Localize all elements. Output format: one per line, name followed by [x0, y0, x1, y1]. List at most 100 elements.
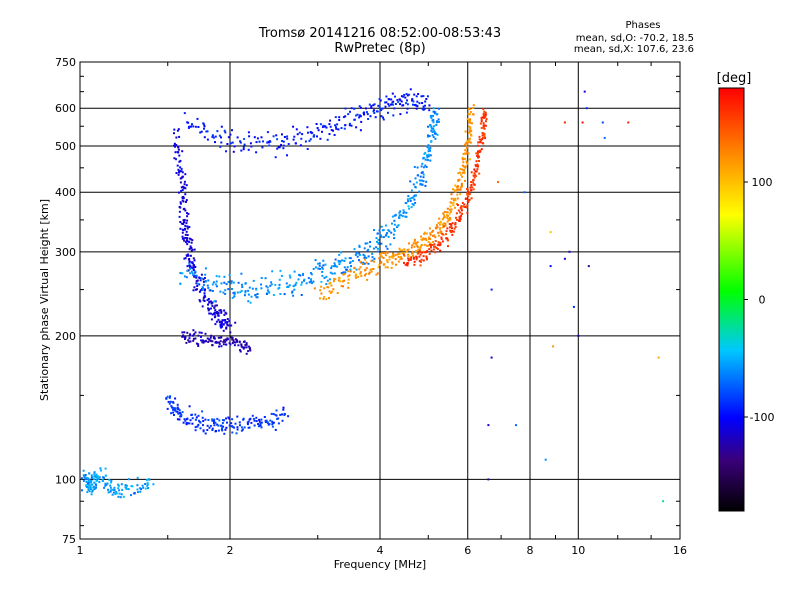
data-point — [188, 125, 190, 128]
data-point — [279, 413, 282, 416]
data-point — [282, 140, 285, 143]
y-tick-label: 100 — [55, 473, 76, 486]
data-point — [404, 263, 407, 266]
data-point — [202, 430, 205, 433]
data-point — [462, 205, 465, 208]
data-point — [186, 219, 189, 222]
data-point — [482, 113, 485, 116]
data-point — [464, 142, 467, 145]
data-point — [410, 256, 413, 259]
data-point — [217, 314, 220, 317]
data-point — [274, 156, 277, 159]
data-point — [195, 416, 198, 419]
data-point — [334, 264, 337, 267]
data-point — [196, 425, 199, 428]
data-point — [413, 245, 416, 248]
data-point — [247, 426, 250, 429]
data-point — [384, 254, 387, 257]
data-point — [406, 198, 409, 201]
data-point — [184, 233, 187, 236]
data-point — [439, 241, 442, 244]
data-point — [179, 166, 182, 169]
data-point — [85, 476, 88, 479]
data-point — [464, 149, 467, 152]
data-point — [406, 107, 409, 110]
data-point — [183, 180, 186, 183]
data-point — [581, 121, 584, 124]
data-point — [187, 126, 190, 129]
data-point — [369, 241, 372, 243]
data-point — [455, 185, 458, 188]
data-point — [435, 224, 438, 227]
data-point — [177, 168, 180, 171]
data-point — [340, 127, 343, 129]
data-point — [456, 197, 459, 200]
data-point — [407, 200, 410, 203]
data-point — [200, 331, 203, 334]
data-point — [203, 294, 206, 297]
data-point — [384, 105, 387, 108]
data-point — [311, 282, 313, 285]
data-point — [119, 496, 122, 499]
data-point — [328, 133, 331, 135]
data-point — [436, 120, 439, 123]
data-point — [268, 423, 271, 426]
data-point — [428, 104, 431, 107]
data-point — [214, 300, 217, 303]
data-point — [190, 249, 193, 252]
data-point — [228, 342, 231, 345]
data-point — [378, 107, 381, 109]
data-point — [94, 483, 97, 485]
data-point — [319, 123, 322, 126]
data-point — [458, 217, 461, 220]
data-point — [405, 111, 408, 114]
data-point — [416, 100, 419, 103]
data-point — [225, 426, 228, 429]
data-point — [423, 153, 426, 155]
y-tick-label: 750 — [55, 56, 76, 69]
data-point — [399, 103, 401, 106]
data-point — [181, 411, 184, 414]
data-point — [175, 144, 178, 146]
data-point — [319, 137, 322, 140]
data-point — [380, 109, 383, 112]
data-point — [216, 423, 219, 426]
data-point — [487, 478, 490, 481]
data-point — [424, 100, 427, 103]
data-point — [415, 242, 418, 244]
data-point — [484, 113, 487, 116]
data-point — [435, 123, 438, 126]
data-point — [343, 272, 346, 275]
data-point — [356, 255, 359, 258]
data-point — [473, 172, 476, 175]
data-point — [437, 107, 440, 110]
data-point — [405, 215, 408, 218]
data-point — [400, 95, 403, 98]
data-point — [216, 417, 219, 420]
data-point — [443, 225, 445, 228]
data-point — [662, 500, 665, 503]
data-point — [182, 237, 185, 240]
data-point — [477, 144, 480, 147]
data-point — [469, 130, 471, 133]
data-point — [275, 134, 278, 137]
data-point — [176, 129, 179, 132]
data-point — [201, 288, 204, 291]
data-point — [226, 323, 229, 326]
data-point — [184, 257, 187, 260]
data-point — [186, 265, 189, 268]
data-point — [460, 214, 463, 217]
data-point — [206, 299, 209, 302]
data-point — [415, 243, 418, 246]
data-point — [186, 225, 189, 228]
data-point — [417, 248, 420, 251]
data-point — [226, 143, 229, 145]
data-point — [259, 422, 262, 425]
data-point — [191, 261, 194, 264]
data-point — [447, 218, 450, 221]
data-point — [364, 268, 367, 271]
data-point — [191, 262, 194, 265]
data-point — [450, 193, 453, 196]
data-point — [466, 193, 469, 196]
data-point — [380, 235, 383, 238]
